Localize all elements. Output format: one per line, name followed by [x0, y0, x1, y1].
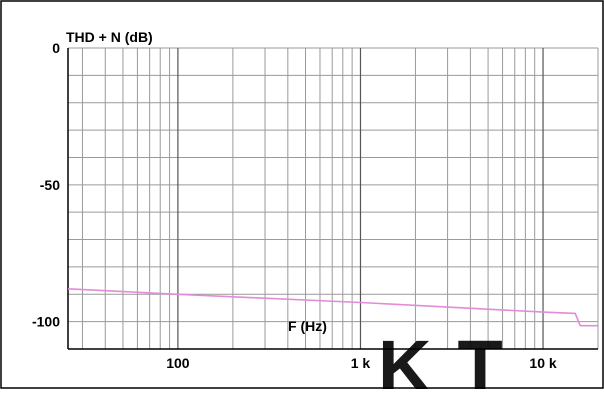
watermark-logo: KT: [378, 325, 529, 389]
y-axis-label: THD + N (dB): [66, 29, 153, 45]
x-axis-label: F (Hz): [288, 318, 327, 334]
y-tick-label: -50: [40, 177, 60, 193]
y-tick-label: -100: [32, 314, 60, 330]
x-tick-label: 10 k: [529, 355, 556, 371]
series-line: [67, 288, 598, 327]
x-tick-label: 1 k: [351, 355, 371, 371]
series-group: [67, 288, 598, 327]
grid: [67, 47, 599, 350]
tick-labels: 0 -50 -100 100 1 k 10 k: [32, 40, 557, 371]
y-tick-label: 0: [52, 40, 60, 56]
x-tick-label: 100: [166, 355, 190, 371]
